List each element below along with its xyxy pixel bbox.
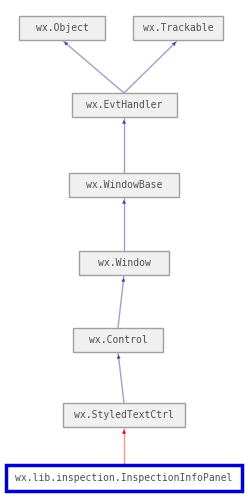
Text: wx.Control: wx.Control	[89, 335, 147, 345]
Text: wx.lib.inspection.InspectionInfoPanel: wx.lib.inspection.InspectionInfoPanel	[15, 473, 233, 483]
Bar	[63, 403, 185, 427]
Text: wx.Object: wx.Object	[35, 23, 89, 33]
Text: wx.Trackable: wx.Trackable	[143, 23, 213, 33]
Text: wx.StyledTextCtrl: wx.StyledTextCtrl	[74, 410, 174, 420]
Text: wx.WindowBase: wx.WindowBase	[86, 180, 162, 190]
Bar	[73, 328, 163, 352]
Bar	[71, 93, 177, 117]
Bar	[79, 251, 169, 275]
Bar	[133, 16, 223, 40]
Bar	[19, 16, 105, 40]
Text: wx.EvtHandler: wx.EvtHandler	[86, 100, 162, 110]
Bar	[69, 173, 179, 197]
Bar	[6, 465, 242, 491]
Text: wx.Window: wx.Window	[97, 258, 151, 268]
